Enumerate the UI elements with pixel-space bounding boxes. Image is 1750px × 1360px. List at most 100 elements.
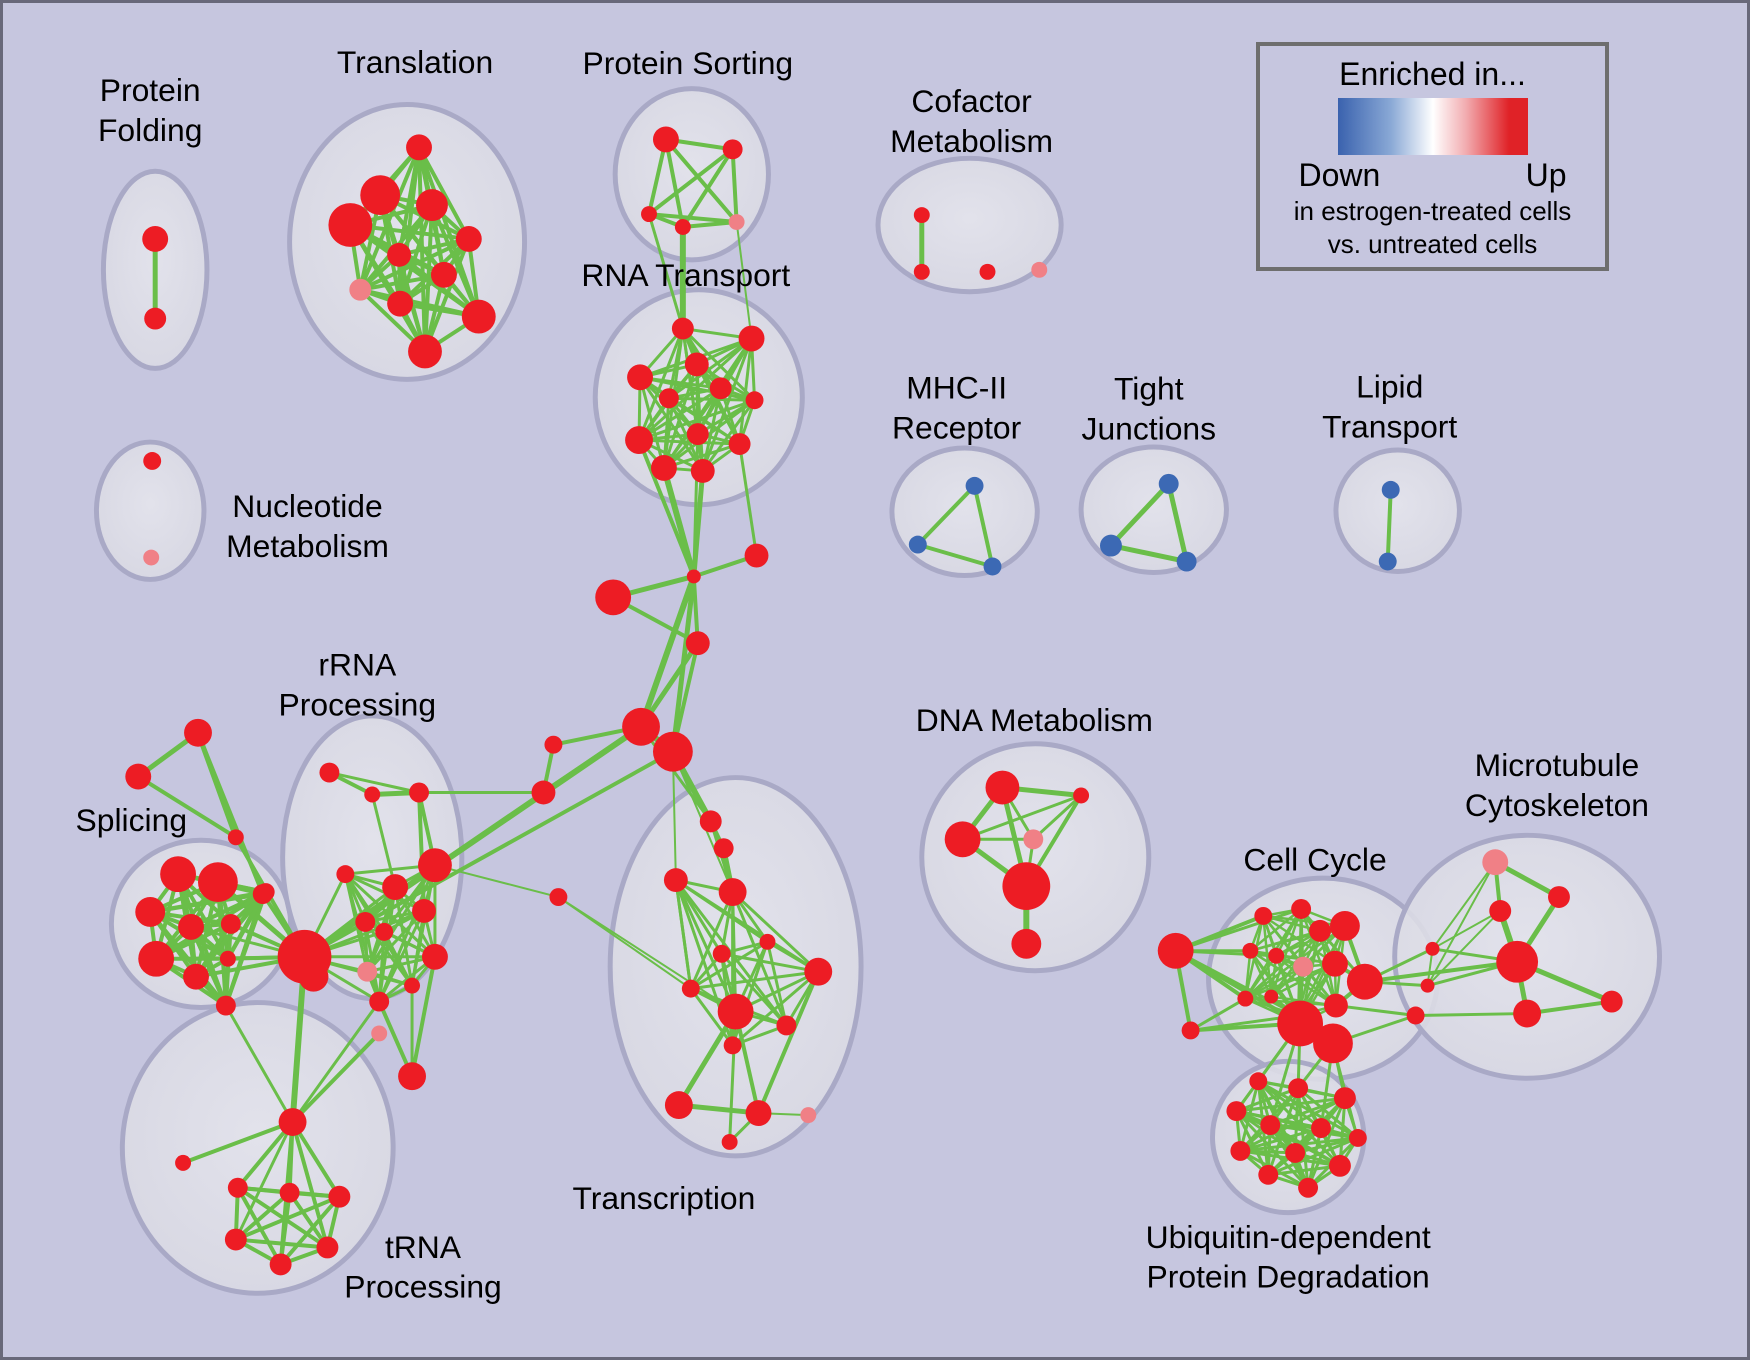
cluster-ellipse-protein-sorting — [612, 86, 771, 263]
gene-set-node-r2 — [738, 325, 765, 352]
gene-set-node-s5 — [220, 913, 241, 934]
cluster-label-tight-junctions-line2: Junctions — [1082, 411, 1217, 447]
edge-c11-c14 — [731, 970, 820, 1047]
cluster-ellipse-mhc-ii-receptor — [889, 445, 1040, 578]
edge-cc13-mb3 — [1334, 1004, 1418, 1018]
gene-set-node-d5 — [1002, 862, 1051, 910]
edge-s8-s11 — [194, 890, 268, 979]
edge-r5-r12 — [701, 386, 723, 473]
edge-r10-b2 — [738, 442, 759, 558]
edge-th-tx5 — [290, 1120, 330, 1250]
cluster-label-tight-junctions-line1: Tight — [1114, 371, 1184, 407]
gene-set-node-u12 — [1298, 1177, 1319, 1198]
edge-d2-d3 — [961, 793, 1083, 841]
edge-r4-r7 — [638, 375, 757, 402]
gene-set-node-mt2 — [1548, 886, 1570, 908]
gene-set-node-mt5 — [1513, 999, 1542, 1028]
cluster-label-ubiquitin-protein-degradation-line2: Protein Degradation — [1147, 1259, 1430, 1295]
gene-set-node-ccS — [1181, 1021, 1200, 1040]
gene-set-node-u3 — [1333, 1087, 1356, 1110]
gene-set-node-ps2 — [722, 139, 743, 160]
edge-th-tx4 — [234, 1120, 295, 1242]
cluster-label-lipid-transport-line2: Transport — [1322, 409, 1457, 445]
edge-x2-x3 — [136, 774, 238, 840]
gene-set-node-ps1 — [652, 126, 679, 153]
gene-set-node-lt1 — [1381, 480, 1400, 499]
gene-set-node-cc6 — [1268, 947, 1285, 964]
gene-set-node-m2 — [908, 535, 927, 554]
edge-cc5-cc13 — [1249, 949, 1338, 1007]
edge-r10-r11 — [662, 442, 742, 470]
gene-set-node-r9 — [625, 426, 653, 455]
gene-set-node-t4 — [328, 203, 373, 247]
edge-u6-u8 — [1238, 1126, 1323, 1153]
gene-set-node-ccL — [1157, 932, 1194, 969]
gene-set-node-hB — [652, 731, 693, 772]
gene-set-node-s7 — [138, 940, 175, 977]
gene-set-node-c5 — [663, 868, 688, 893]
gene-set-node-s2 — [198, 862, 238, 903]
gene-set-node-m1 — [965, 476, 984, 495]
edge-u3-u12 — [1306, 1096, 1347, 1190]
edge-ccL-ccH1 — [1173, 948, 1303, 1026]
gene-set-node-tx1 — [227, 1177, 248, 1198]
cluster-label-cofactor-metabolism-line1: Cofactor — [911, 83, 1032, 119]
gene-set-node-b1 — [686, 569, 701, 584]
gene-set-node-r10 — [728, 433, 751, 455]
edge-th-tx1 — [235, 1120, 295, 1190]
gene-set-node-s11 — [256, 883, 275, 902]
gene-set-node-s10 — [215, 995, 236, 1016]
edge-tj1-tj3 — [1166, 481, 1190, 565]
gene-set-node-tl1 — [175, 1154, 192, 1171]
legend-gradient-bar — [1337, 98, 1528, 155]
gene-set-node-rr13 — [369, 991, 390, 1012]
edge-u4-u12 — [1234, 1109, 1310, 1190]
gene-set-node-c4 — [713, 838, 734, 859]
gene-set-node-c12 — [717, 993, 754, 1030]
edge-r6-r7 — [667, 396, 757, 402]
edge-c10-c14 — [689, 987, 735, 1047]
edge-r7-r9 — [637, 398, 757, 442]
gene-set-node-tx6 — [269, 1253, 292, 1276]
cluster-label-lipid-transport-line1: Lipid — [1356, 369, 1423, 405]
edge-mt5-mt6 — [1525, 999, 1614, 1016]
edge-b1-hA — [638, 573, 697, 730]
gene-set-node-cc1 — [1254, 906, 1273, 925]
edge-u7-u9 — [1293, 1136, 1360, 1155]
gene-set-node-mb2 — [1420, 978, 1435, 993]
edge-c6-c10 — [689, 890, 735, 991]
edge-cc5-cc10 — [1244, 949, 1252, 1000]
edge-mb1-mt3 — [1431, 909, 1502, 950]
gene-set-node-s1 — [160, 856, 197, 893]
gene-set-node-mt1 — [1482, 849, 1509, 876]
gene-set-node-rr12 — [357, 961, 378, 982]
gene-set-node-rr14 — [371, 1025, 388, 1042]
edge-ccS-cc10 — [1189, 997, 1247, 1032]
gene-set-node-t9 — [387, 290, 414, 317]
cluster-label-dna-metabolism: DNA Metabolism — [916, 702, 1153, 738]
network-canvas: Protein Folding Translation Protein Sorting… — [76, 44, 1663, 1305]
gene-set-node-rr3 — [409, 782, 429, 803]
gene-set-node-c13 — [776, 1015, 797, 1036]
gene-set-node-tj3 — [1176, 551, 1197, 572]
gene-set-node-cf2 — [913, 263, 930, 280]
edge-ps2-ps5 — [730, 147, 739, 225]
gene-set-node-rr15 — [398, 1062, 426, 1091]
edge-m1-m3 — [972, 483, 995, 569]
gene-set-node-rr7 — [412, 899, 436, 923]
edge-u3-u4 — [1234, 1096, 1347, 1113]
edge-tx2-tx6 — [278, 1190, 292, 1267]
cluster-label-ubiquitin-protein-degradation-line1: Ubiquitin-dependent — [1146, 1219, 1431, 1255]
gene-set-node-b2 — [744, 543, 769, 568]
gene-set-node-t11 — [408, 334, 442, 369]
edge-t1-t5 — [417, 145, 471, 241]
gene-set-node-r3 — [684, 352, 709, 377]
gene-set-node-t8 — [349, 278, 372, 301]
gene-set-node-t10 — [461, 299, 496, 334]
gene-set-node-u10 — [1258, 1164, 1279, 1185]
edge-c10-c11 — [689, 970, 820, 991]
cluster-label-rrna-processing-line2: Processing — [279, 686, 437, 722]
gene-set-node-u4 — [1226, 1101, 1247, 1122]
gene-set-node-r11 — [650, 454, 677, 481]
